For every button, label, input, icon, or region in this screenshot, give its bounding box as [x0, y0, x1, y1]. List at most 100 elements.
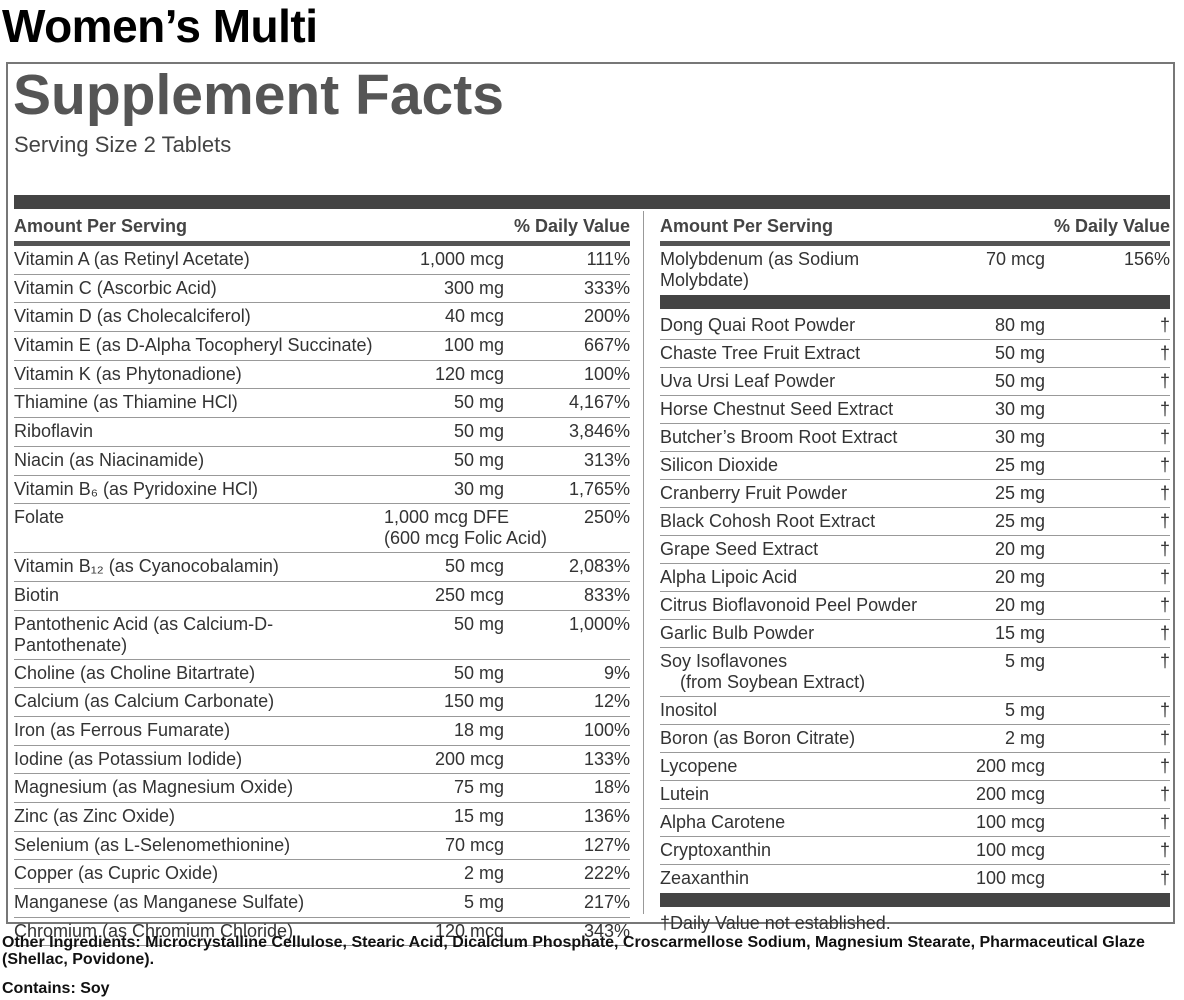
daily-value: † [1159, 567, 1170, 587]
nutrient-row: Vitamin D (as Cholecalciferol) 40 mcg 200% [14, 303, 630, 333]
nutrient-row: Zinc (as Zinc Oxide) 15 mg 136% [14, 803, 630, 832]
amount-cell: 15 mg [935, 623, 1045, 644]
daily-value: 833% [583, 584, 630, 605]
column-header: Amount Per Serving % Daily Value [14, 211, 630, 246]
amount-cell: 50 mg [935, 371, 1045, 392]
daily-value: 1,765% [568, 478, 630, 499]
daily-value: † [1159, 315, 1170, 335]
amount: 25 mg [994, 483, 1045, 503]
amount: 25 mg [994, 511, 1045, 531]
daily-value: 250% [583, 507, 630, 528]
amount-cell: 50 mg [384, 614, 504, 635]
nutrient-row: Uva Ursi Leaf Powder 50 mg † [660, 368, 1170, 396]
amount-cell: 25 mg [935, 483, 1045, 504]
nutrient-name: Cranberry Fruit Powder [660, 483, 848, 503]
nutrient-name-cell: Vitamin K (as Phytonadione) [14, 364, 384, 385]
nutrient-name: Vitamin D (as Cholecalciferol) [14, 306, 251, 327]
nutrient-row: Alpha Lipoic Acid 20 mg † [660, 564, 1170, 592]
nutrient-name: Manganese (as Manganese Sulfate) [14, 892, 305, 913]
nutrient-row: Magnesium (as Magnesium Oxide) 75 mg 18% [14, 774, 630, 803]
nutrient-name-cell: Silicon Dioxide [660, 455, 935, 476]
nutrient-name-cell: Lutein [660, 784, 935, 805]
amount: 1,000 mcg DFE [384, 507, 510, 528]
nutrient-name: Grape Seed Extract [660, 539, 819, 559]
nutrient-row: Cranberry Fruit Powder 25 mg † [660, 480, 1170, 508]
amount-cell: 200 mcg [935, 784, 1045, 805]
nutrient-name-cell: Boron (as Boron Citrate) [660, 728, 935, 749]
nutrient-name-cell: Vitamin E (as D-Alpha Tocopheryl Succina… [14, 335, 384, 356]
nutrient-name-cell: Grape Seed Extract [660, 539, 935, 560]
daily-value: 217% [583, 892, 630, 913]
nutrient-name: Zinc (as Zinc Oxide) [14, 806, 176, 826]
nutrient-name-cell: Pantothenic Acid (as Calcium-D-Pantothen… [14, 614, 384, 656]
amount: 70 mcg [444, 834, 504, 855]
nutrient-name-cell: Iron (as Ferrous Fumarate) [14, 720, 384, 741]
amount-cell: 50 mcg [384, 556, 504, 577]
amount: 30 mg [453, 478, 504, 499]
nutrient-name-cell: Magnesium (as Magnesium Oxide) [14, 777, 384, 798]
amount: 40 mcg [444, 306, 504, 327]
amount: 20 mg [994, 567, 1045, 587]
amount-cell: 75 mg [384, 777, 504, 798]
amount: 75 mg [453, 777, 504, 798]
daily-value: 3,846% [568, 421, 630, 442]
amount: 70 mcg [985, 249, 1045, 269]
nutrient-name: Vitamin A (as Retinyl Acetate) [14, 249, 250, 269]
nutrient-name: Black Cohosh Root Extract [660, 511, 876, 531]
nutrient-name-cell: Calcium (as Calcium Carbonate) [14, 691, 384, 712]
nutrient-name-cell: Cryptoxanthin [660, 840, 935, 861]
amount: 25 mg [994, 455, 1045, 475]
nutrient-row: Chromium (as Chromium Chloride) 120 mcg 34… [14, 918, 630, 947]
nutrient-name-cell: Vitamin B₁₂ (as Cyanocobalamin) [14, 556, 384, 577]
nutrient-name: Molybdenum (as Sodium Molybdate) [660, 249, 860, 290]
nutrient-name-cell: Alpha Carotene [660, 812, 935, 833]
nutrient-row: Butcher’s Broom Root Extract 30 mg † [660, 424, 1170, 452]
daily-value: † [1159, 623, 1170, 643]
nutrient-name-cell: Vitamin D (as Cholecalciferol) [14, 306, 384, 327]
divider-bar [660, 295, 1170, 309]
contains: Contains: Soy [2, 980, 110, 998]
nutrient-name-cell: Uva Ursi Leaf Powder [660, 371, 935, 392]
nutrient-name: Biotin [14, 584, 60, 605]
nutrient-name-cell: Vitamin C (Ascorbic Acid) [14, 278, 384, 299]
daily-value: 313% [583, 449, 630, 470]
nutrient-name-cell: Choline (as Choline Bitartrate) [14, 663, 384, 684]
nutrient-name: Cryptoxanthin [660, 840, 772, 860]
amount: 1,000 mcg [419, 249, 504, 269]
nutrient-row: Lutein 200 mcg † [660, 781, 1170, 809]
nutrient-name-cell: Zeaxanthin [660, 868, 935, 889]
amount-cell: 5 mg [935, 651, 1045, 672]
rows: Molybdenum (as Sodium Molybdate) 70 mcg 15… [660, 246, 1170, 294]
daily-value: 333% [583, 277, 630, 298]
nutrient-name: Soy Isoflavones [660, 651, 788, 671]
nutrient-name: Lycopene [660, 756, 738, 776]
amount-cell: 200 mcg [935, 756, 1045, 777]
nutrient-name: Folate [14, 507, 65, 528]
nutrient-row: Pantothenic Acid (as Calcium-D-Pantothen… [14, 611, 630, 660]
daily-value: † [1159, 756, 1170, 776]
daily-value: † [1159, 868, 1170, 888]
nutrient-name-cell: Riboflavin [14, 421, 384, 442]
nutrient-name-cell: Vitamin B₆ (as Pyridoxine HCl) [14, 479, 384, 500]
amount-cell: 30 mg [935, 427, 1045, 448]
nutrient-row: Soy Isoflavones (from Soybean Extract) 5 m… [660, 648, 1170, 697]
daily-value: † [1159, 511, 1170, 531]
nutrient-name-cell: Biotin [14, 585, 384, 606]
daily-value: † [1159, 700, 1170, 720]
amount-cell: 250 mcg [384, 585, 504, 606]
nutrient-row: Horse Chestnut Seed Extract 30 mg † [660, 396, 1170, 424]
amount: 50 mg [453, 392, 504, 413]
header-dv: % Daily Value [513, 216, 630, 236]
nutrient-row: Vitamin B₁₂ (as Cyanocobalamin) 50 mcg 2,0… [14, 553, 630, 582]
nutrient-name-cell: Chromium (as Chromium Chloride) [14, 921, 384, 942]
nutrient-name: Iodine (as Potassium Iodide) [14, 748, 243, 769]
amount-cell: 150 mg [384, 691, 504, 712]
nutrient-row: Cryptoxanthin 100 mcg † [660, 837, 1170, 865]
amount-cell: 50 mg [384, 421, 504, 442]
nutrient-name-cell: Black Cohosh Root Extract [660, 511, 935, 532]
label: Contains: [2, 980, 76, 997]
nutrient-row: Copper (as Cupric Oxide) 2 mg 222% [14, 860, 630, 890]
nutrient-row: Manganese (as Manganese Sulfate) 5 mg 217% [14, 889, 630, 918]
nutrient-row: Selenium (as L-Selenomethionine) 70 mcg 12… [14, 832, 630, 861]
